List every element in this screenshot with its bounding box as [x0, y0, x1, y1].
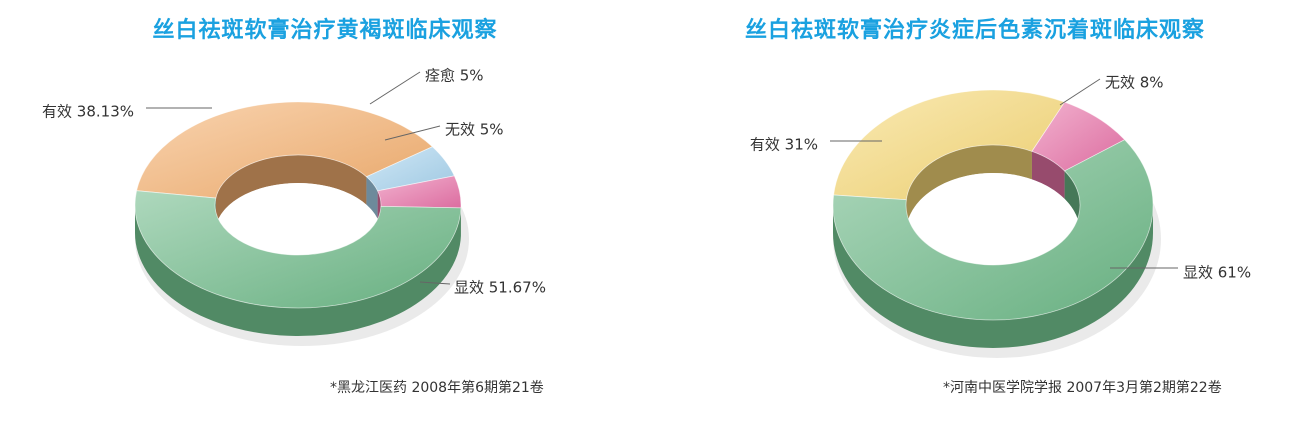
leader-line-显效	[419, 281, 451, 285]
leader-line-无效	[384, 125, 441, 141]
inner-wall-有效	[906, 145, 1032, 228]
chart-panel-2: 丝白祛斑软膏治疗炎症后色素沉着斑临床观察 有效 31% 无效 8% 显效 61% *…	[650, 0, 1300, 427]
donut-chart-1: 有效 38.13% 痊愈 5% 无效 5% 显效 51.67%	[42, 67, 546, 346]
slice-label-有效: 有效 38.13%	[42, 103, 134, 121]
leader-line-痊愈	[369, 71, 421, 105]
slice-label-显效: 显效 51.67%	[454, 279, 546, 297]
inner-wall-痊愈	[366, 176, 378, 219]
slice-有效	[833, 89, 1066, 201]
slice-显效	[134, 190, 462, 309]
chart-source-1: *黑龙江医药 2008年第6期第21卷	[330, 380, 544, 396]
inner-wall-无效	[1031, 151, 1065, 199]
leader-line-无效	[1059, 78, 1101, 106]
slice-显效	[832, 139, 1154, 321]
inner-wall-有效	[215, 155, 367, 227]
chart-title-2: 丝白祛斑软膏治疗炎症后色素沉着斑临床观察	[744, 18, 1205, 43]
slice-label-无效: 无效 5%	[445, 121, 504, 139]
donut-chart-2: 有效 31% 无效 8% 显效 61%	[750, 74, 1251, 358]
chart-panel-1: 丝白祛斑软膏治疗黄褐斑临床观察 有效 38.13% 痊愈 5% 无效 5% 显效 51…	[42, 18, 546, 396]
chart-title-1: 丝白祛斑软膏治疗黄褐斑临床观察	[152, 18, 498, 43]
slice-有效	[136, 101, 434, 199]
inner-wall-显效	[1064, 170, 1080, 233]
slice-label-无效: 无效 8%	[1105, 74, 1164, 92]
slice-label-有效: 有效 31%	[750, 136, 818, 154]
slice-label-显效: 显效 61%	[1183, 264, 1251, 282]
slice-label-痊愈: 痊愈 5%	[425, 67, 484, 85]
outer-wall-显效	[833, 205, 1153, 348]
outer-wall-显效	[135, 205, 461, 336]
chart-source-2: *河南中医学院学报 2007年3月第2期第22卷	[943, 380, 1222, 396]
